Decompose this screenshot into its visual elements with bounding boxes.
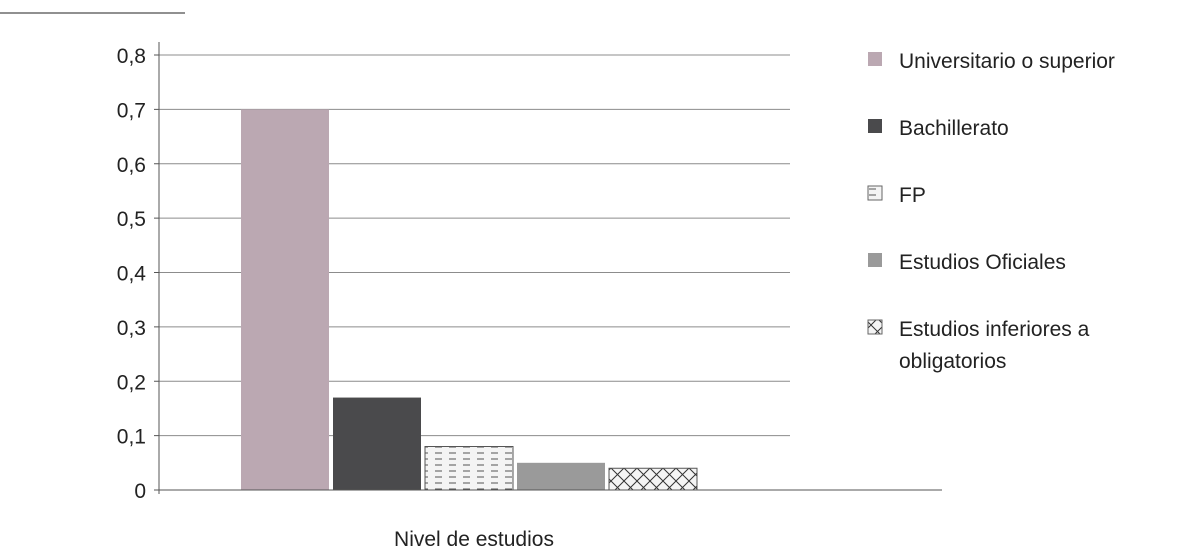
bar [424, 446, 514, 491]
y-tick-label: 0,2 [117, 371, 146, 394]
bars [241, 109, 698, 491]
y-tick-label: 0,8 [117, 45, 146, 68]
legend-swatch [867, 185, 883, 201]
bar [517, 462, 605, 490]
y-tick-label: 0,5 [117, 208, 146, 231]
axes [158, 42, 942, 494]
legend-label: FP [899, 184, 926, 207]
x-axis-title: Nivel de estudios [394, 528, 554, 551]
bar [333, 397, 421, 490]
y-tick-label: 0,6 [117, 154, 146, 177]
legend-label: Bachillerato [899, 117, 1009, 140]
legend: Universitario o superior Bachillerato FP Es… [867, 50, 1115, 373]
y-tick-label: 0 [134, 480, 146, 503]
y-tick-label: 0,1 [117, 426, 146, 449]
bar [241, 109, 329, 490]
y-tick-label: 0,7 [117, 99, 146, 122]
legend-label: Estudios Oficiales [899, 251, 1066, 274]
y-axis-ticks: 0 0,1 0,2 0,3 0,4 0,5 0,6 0,7 0,8 [117, 45, 159, 503]
legend-swatch [868, 253, 882, 267]
legend-swatch [868, 52, 882, 66]
legend-swatch [868, 119, 882, 133]
legend-swatch [867, 319, 883, 335]
legend-label: Universitario o superior [899, 50, 1115, 73]
y-tick-label: 0,3 [117, 317, 146, 340]
y-tick-label: 0,4 [117, 263, 147, 286]
bar [608, 467, 698, 491]
legend-label: Estudios inferiores a obligatorios [899, 318, 1090, 373]
